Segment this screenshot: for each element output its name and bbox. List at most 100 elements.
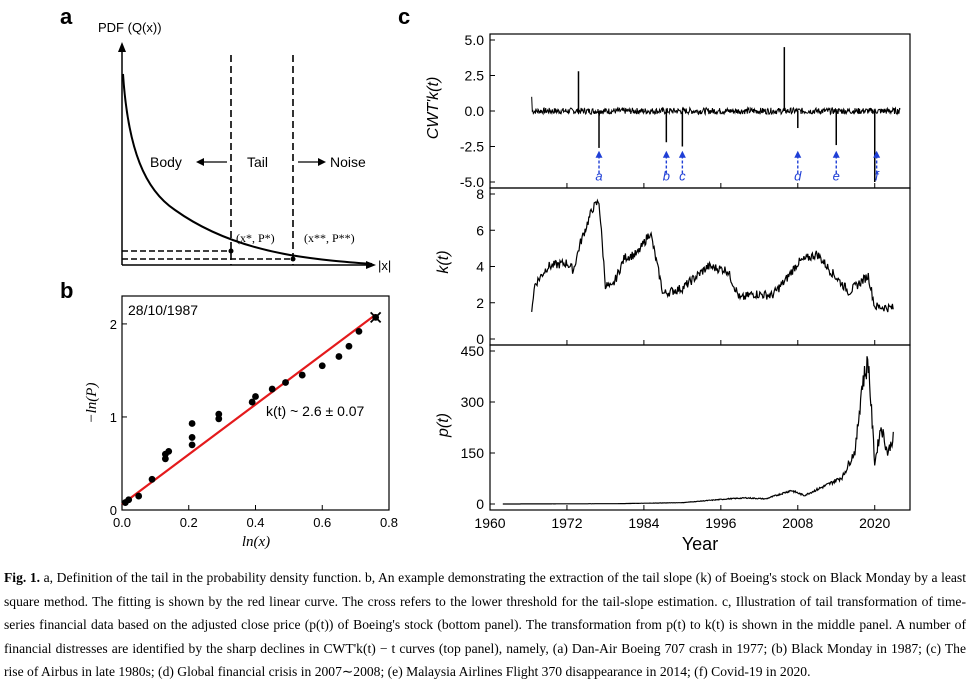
panel-b-ticks: 0.0 0.2 0.4 0.6 0.8 0 1 2 [110, 317, 398, 530]
panel-b-point [215, 410, 223, 418]
panel-c-y-tick-label: 4 [476, 259, 484, 275]
panel-b-point [161, 455, 169, 463]
caption-label: Fig. 1. [4, 570, 41, 585]
panel-c-y-tick-label: 150 [461, 445, 485, 461]
price-series-line [502, 356, 894, 505]
event-label-f: f [875, 169, 880, 184]
panel-c-y-tick-label: 0 [476, 331, 484, 347]
panel-b-point [298, 371, 306, 379]
panel-b-ylabel: −ln(P) [84, 383, 100, 424]
panel-b-annotation: k(t) ~ 2.6 ± 0.07 [266, 403, 365, 419]
event-arrowhead-c [678, 150, 686, 158]
panel-b-point [188, 441, 196, 449]
panel-b-point [135, 492, 143, 500]
panel-b-point [215, 415, 223, 423]
panel-b-y-tick-label: 1 [110, 410, 117, 425]
panel-b-point [248, 398, 256, 406]
panel-c-y-tick-label: 6 [476, 222, 484, 238]
panel-b-point [188, 434, 196, 441]
point-label-x-doublestar: (x**, P**) [304, 231, 355, 245]
panel-b-x-tick-label: 0.2 [180, 515, 198, 530]
panel-b-fit-group [121, 313, 377, 506]
body-arrowhead [196, 158, 204, 166]
panel-c-series [502, 47, 901, 505]
panel-c-ticks: 1960 1972 1984 1996 2008 20205.02.50.0-2.5-5.… [460, 32, 891, 531]
panel-c-y-tick-label: -2.5 [460, 139, 484, 155]
panel-b-threshold-group [370, 311, 382, 324]
panel-c-xlabel: Year [682, 534, 718, 554]
panel-c-x-tick-label: 1960 [474, 515, 505, 531]
panel-b-point [252, 393, 259, 400]
panel-c-y-tick-label: 0 [476, 496, 484, 512]
figure-caption: Fig. 1. a, Definition of the tail in the… [4, 566, 966, 684]
noise-arrowhead [318, 158, 326, 166]
panel-c-y-tick-label: 0.0 [465, 103, 485, 119]
panel-a: PDF (Q(x)) |x| Body Tail Noise (x*, P*) … [98, 20, 391, 273]
panel-c-y-tick-label: 450 [461, 343, 485, 359]
panel-a-x-label: |x| [378, 258, 391, 273]
panel-b-title: 28/10/1987 [128, 302, 198, 318]
event-arrowhead-f [873, 150, 881, 158]
event-arrowhead-b [662, 150, 670, 158]
panel-c-x-tick-label: 2008 [782, 515, 813, 531]
panel-b: 0.0 0.2 0.4 0.6 0.8 0 1 2 28/10/1987 k(t) ~ 2.6… [84, 295, 398, 550]
event-label-b: b [663, 169, 670, 184]
region-noise-label: Noise [330, 154, 366, 170]
region-tail-label: Tail [247, 154, 268, 170]
panel-label-a: a [60, 4, 73, 29]
k-series-line [531, 198, 894, 313]
panel-c-top-ylabel: CWT'k(t) [425, 77, 442, 140]
panel-b-fit-line [121, 313, 377, 506]
figure: a b c PDF (Q(x)) |x| Body Tail Noise (x*… [60, 4, 911, 554]
region-body-label: Body [150, 154, 182, 170]
panel-b-x-tick-label: 0.6 [313, 515, 331, 530]
point-label-x-star: (x*, P*) [236, 231, 275, 245]
panel-c-middle-ylabel: k(t) [435, 250, 452, 273]
panel-b-x-tick-label: 0.8 [380, 515, 398, 530]
panel-c-y-tick-label: 2.5 [465, 68, 485, 84]
panel-c-x-tick-label: 2020 [859, 515, 890, 531]
panel-c-bottom-frame [489, 344, 911, 511]
panel-b-point [268, 385, 276, 393]
panel-a-x-arrow [366, 261, 376, 269]
panel-c-y-tick-label: -5.0 [460, 174, 484, 190]
panel-a-y-label: PDF (Q(x)) [98, 20, 162, 35]
panel-b-x-tick-label: 0.0 [113, 515, 131, 530]
panel-b-xlabel: ln(x) [242, 534, 270, 550]
panel-b-x-tick-label: 0.4 [246, 515, 264, 530]
panel-c: 1960 1972 1984 1996 2008 20205.02.50.0-2.5-5.… [425, 32, 911, 554]
panel-b-y-tick-label: 2 [110, 317, 117, 332]
event-arrowhead-d [794, 150, 802, 158]
panel-c-y-tick-label: 8 [476, 186, 484, 202]
event-arrowhead-a [595, 150, 603, 158]
panel-b-point [188, 420, 196, 427]
panel-b-point [355, 327, 363, 335]
panel-c-x-tick-label: 1972 [551, 515, 582, 531]
panel-b-y-tick-label: 0 [110, 503, 117, 518]
panel-b-point [318, 362, 326, 370]
cwt-baseline [531, 96, 901, 117]
point-x-star [228, 248, 234, 254]
panel-c-x-tick-label: 1996 [705, 515, 736, 531]
event-label-e: e [833, 169, 840, 184]
panel-b-point [148, 475, 156, 483]
panel-b-point [345, 342, 353, 350]
panel-a-y-arrow [118, 42, 126, 52]
caption-text: a, Definition of the tail in the probabi… [4, 570, 966, 680]
panel-c-y-tick-label: 2 [476, 295, 484, 311]
panel-b-points [121, 314, 380, 506]
panel-b-point [125, 496, 133, 504]
panel-c-x-tick-label: 1984 [628, 515, 659, 531]
panel-b-point [282, 379, 289, 386]
event-label-a: a [595, 169, 602, 184]
panel-c-y-tick-label: 5.0 [465, 32, 485, 48]
panel-c-y-tick-label: 300 [461, 394, 485, 410]
pdf-curve [122, 73, 373, 265]
panel-label-b: b [60, 278, 73, 303]
panel-label-c: c [398, 4, 410, 29]
event-label-d: d [794, 169, 802, 184]
panel-b-point [335, 353, 343, 360]
point-x-doublestar [290, 256, 296, 262]
panel-b-threshold-cross [370, 311, 382, 324]
panel-c-bottom-ylabel: p(t) [435, 413, 452, 438]
